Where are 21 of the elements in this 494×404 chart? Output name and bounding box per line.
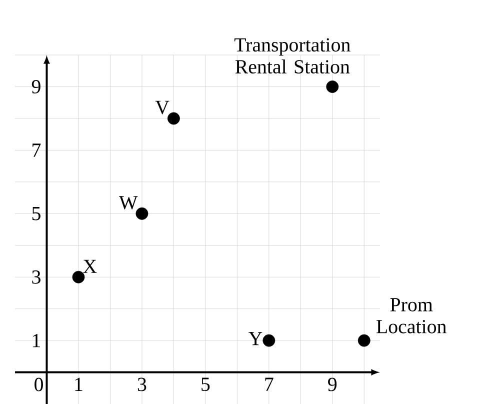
y-tick-label: 3	[32, 270, 40, 284]
y-tick-label: 9	[32, 80, 40, 94]
point	[326, 80, 339, 93]
x-tick-label: 3	[138, 378, 146, 392]
x-tick-label: 5	[202, 378, 210, 392]
y-tick-label: 5	[32, 207, 40, 220]
y-tick-label: 1	[33, 334, 40, 348]
annotation: Transportation Rental Station	[234, 38, 350, 74]
x-tick-label: 1	[75, 378, 82, 391]
x-tick-label: 0	[34, 378, 43, 392]
annotation: X	[83, 260, 97, 273]
point	[262, 334, 276, 347]
point	[72, 270, 85, 284]
annotation: W	[118, 196, 138, 210]
point	[358, 334, 370, 347]
y-tick-label: 7	[32, 144, 41, 157]
x-tick-label: 9	[328, 378, 337, 392]
x-tick-label: 7	[265, 378, 274, 391]
annotation: Prom Location	[376, 298, 446, 334]
annotation: Y	[248, 332, 262, 346]
annotation: V	[155, 100, 170, 114]
